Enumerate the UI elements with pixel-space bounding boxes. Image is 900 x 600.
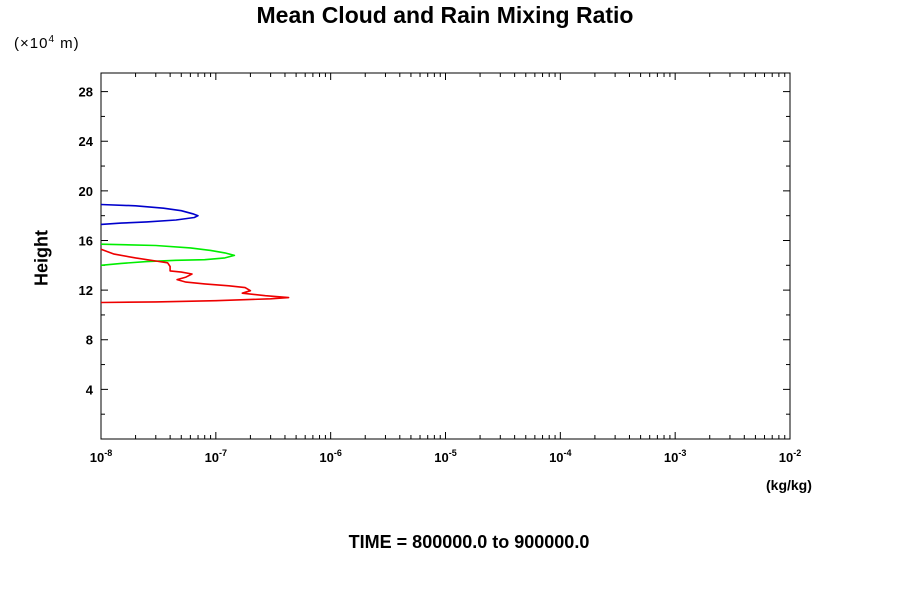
x-tick-label-exponent: -7 — [219, 448, 227, 458]
x-tick-label-base: 10 — [434, 450, 448, 465]
x-tick-label: 10-6 — [319, 448, 341, 465]
y-tick-label: 12 — [79, 283, 93, 298]
x-tick-label: 10-8 — [90, 448, 112, 465]
x-tick-label: 10-3 — [664, 448, 686, 465]
x-tick-label-base: 10 — [779, 450, 793, 465]
y-tick-label: 16 — [79, 233, 93, 248]
x-tick-label-exponent: -8 — [104, 448, 112, 458]
x-tick-label-base: 10 — [90, 450, 104, 465]
data-series — [100, 203, 290, 304]
x-tick-label: 10-5 — [434, 448, 456, 465]
series-line-3 — [100, 248, 290, 304]
y-unit-suffix: m) — [55, 35, 80, 52]
x-tick-label-exponent: -4 — [564, 448, 572, 458]
y-unit-exponent: 4 — [48, 34, 56, 45]
y-tick-label: 24 — [79, 134, 94, 149]
x-axis-unit: (kg/kg) — [766, 477, 812, 493]
x-tick-label-exponent: -6 — [334, 448, 342, 458]
x-tick-label: 10-7 — [205, 448, 227, 465]
x-tick-label: 10-2 — [779, 448, 801, 465]
y-unit-prefix: (×10 — [14, 35, 49, 52]
chart-title: Mean Cloud and Rain Mixing Ratio — [256, 2, 634, 28]
x-tick-label-exponent: -2 — [793, 448, 801, 458]
plot-frame — [100, 72, 791, 440]
x-tick-label-base: 10 — [664, 450, 678, 465]
y-tick-label: 4 — [86, 382, 94, 397]
x-tick-label-base: 10 — [319, 450, 333, 465]
y-axis-unit-multiplier: (×104 m) — [14, 34, 80, 52]
y-tick-label: 20 — [79, 184, 93, 199]
series-line-2 — [100, 243, 236, 267]
x-tick-label: 10-4 — [549, 448, 571, 465]
x-tick-label-base: 10 — [205, 450, 219, 465]
time-range-label: TIME = 800000.0 to 900000.0 — [348, 532, 590, 552]
x-tick-label-base: 10 — [549, 450, 563, 465]
x-tick-label-exponent: -5 — [449, 448, 457, 458]
y-tick-label: 28 — [79, 85, 93, 100]
series-line-1 — [100, 203, 199, 226]
axis-ticks — [100, 73, 790, 439]
y-tick-label: 8 — [86, 333, 93, 348]
x-tick-label-exponent: -3 — [678, 448, 686, 458]
